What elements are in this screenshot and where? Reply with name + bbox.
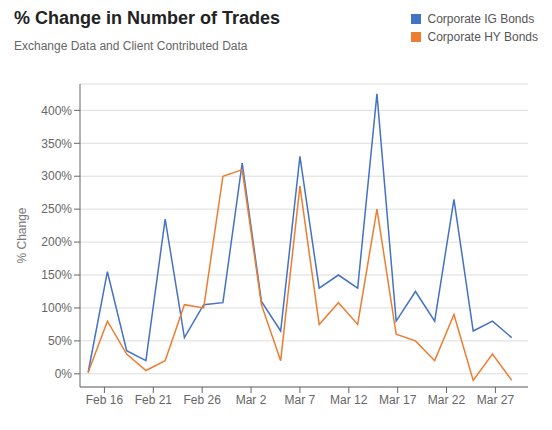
- svg-text:Mar 2: Mar 2: [236, 393, 267, 407]
- svg-text:Feb 21: Feb 21: [135, 393, 173, 407]
- svg-text:Mar 22: Mar 22: [428, 393, 466, 407]
- svg-text:300%: 300%: [41, 169, 72, 183]
- svg-text:50%: 50%: [48, 334, 72, 348]
- svg-text:250%: 250%: [41, 202, 72, 216]
- svg-text:Mar 27: Mar 27: [477, 393, 515, 407]
- svg-text:100%: 100%: [41, 301, 72, 315]
- svg-text:150%: 150%: [41, 268, 72, 282]
- html-text:Exchange Data and Client Contr: Exchange Data and Client Contributed Dat…: [14, 39, 248, 53]
- html-text:Corporate IG Bonds: Corporate IG Bonds: [427, 12, 535, 26]
- svg-text:Feb 16: Feb 16: [86, 393, 124, 407]
- svg-text:Mar 17: Mar 17: [379, 393, 417, 407]
- svg-text:0%: 0%: [55, 367, 73, 381]
- html-text:% Change in Number of Trades: % Change in Number of Trades: [14, 8, 280, 28]
- svg-text:400%: 400%: [41, 104, 72, 118]
- svg-text:Feb 26: Feb 26: [184, 393, 222, 407]
- html-text:Corporate HY Bonds: Corporate HY Bonds: [427, 30, 538, 44]
- svg-text:% Change: % Change: [15, 207, 29, 263]
- svg-text:350%: 350%: [41, 137, 72, 151]
- svg-text:200%: 200%: [41, 235, 72, 249]
- svg-text:Mar 12: Mar 12: [330, 393, 368, 407]
- svg-text:Mar 7: Mar 7: [285, 393, 316, 407]
